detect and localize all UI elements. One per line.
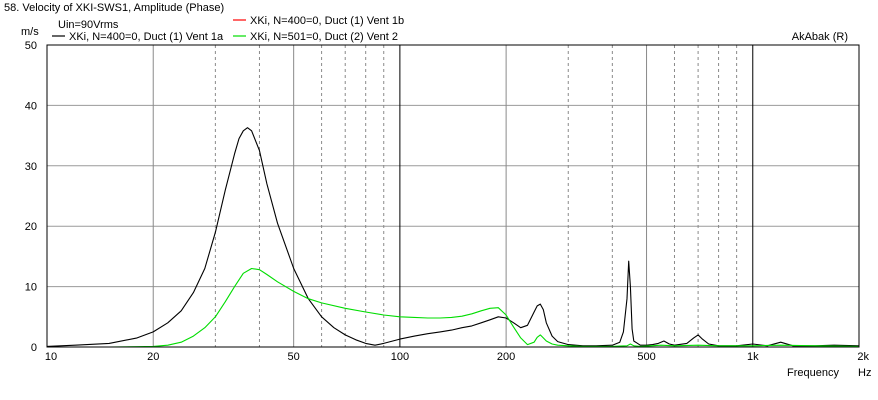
legend-label: XKi, N=501=0, Duct (2) Vent 2	[250, 31, 398, 43]
x-unit-label: Hz	[858, 367, 871, 379]
plot-frame	[46, 44, 860, 348]
x-tick-label: 500	[637, 351, 655, 363]
legend-label: XKi, N=400=0, Duct (1) Vent 1a	[69, 31, 224, 43]
grid	[46, 45, 860, 347]
x-tick-labels: 10 20 50 100 200 500 1k 2k	[45, 351, 870, 363]
x-tick-label: 1k	[747, 351, 759, 363]
x-tick-label: 10	[45, 351, 57, 363]
x-axis-label: Frequency	[787, 367, 839, 379]
y-tick-label: 50	[25, 40, 37, 52]
legend-label: XKi, N=400=0, Duct (1) Vent 1b	[250, 15, 404, 27]
y-tick-label: 30	[25, 161, 37, 173]
legend: XKi, N=400=0, Duct (1) Vent 1a XKi, N=400…	[52, 15, 404, 43]
series-line-3	[47, 267, 860, 348]
chart-title: 58. Velocity of XKI-SWS1, Amplitude (Pha…	[4, 2, 224, 14]
y-tick-labels: 0 10 20 30 40 50	[25, 40, 37, 354]
y-tick-label: 10	[25, 282, 37, 294]
series-layer	[46, 127, 860, 348]
y-tick-label: 20	[25, 221, 37, 233]
y-tick-label: 40	[25, 100, 37, 112]
x-tick-label: 20	[147, 351, 159, 363]
watermark: AkAbak (R)	[792, 31, 848, 43]
y-tick-label: 0	[31, 342, 37, 354]
x-tick-label: 50	[288, 351, 300, 363]
chart-subtitle: Uin=90Vrms	[58, 19, 119, 31]
x-tick-label: 200	[497, 351, 515, 363]
x-tick-label: 100	[391, 351, 409, 363]
series-line-1	[46, 127, 860, 347]
y-unit-label: m/s	[21, 26, 39, 38]
x-tick-label: 2k	[857, 351, 869, 363]
